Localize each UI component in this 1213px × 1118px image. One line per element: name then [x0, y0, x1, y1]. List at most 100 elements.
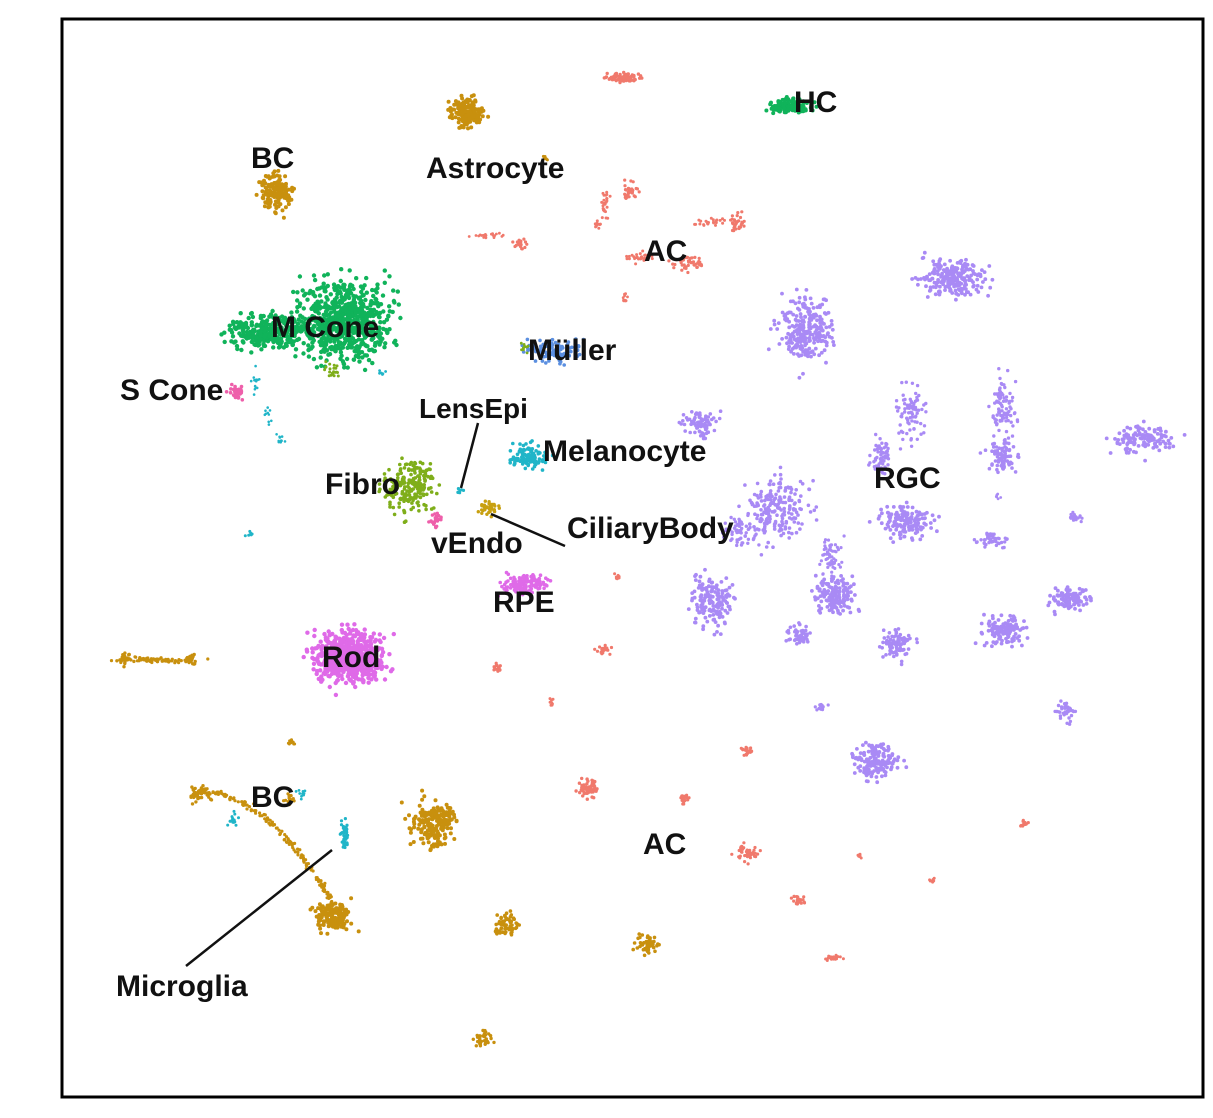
- cell-point: [755, 516, 759, 521]
- cell-point: [290, 185, 295, 190]
- cell-point: [335, 310, 341, 315]
- cluster-cyan-trail-2: [275, 433, 287, 444]
- cell-point: [461, 125, 466, 130]
- cell-point: [456, 100, 461, 105]
- cell-point: [888, 536, 893, 541]
- cell-point: [997, 410, 1001, 414]
- cell-point: [1007, 401, 1011, 405]
- cell-point: [924, 284, 928, 289]
- cell-point: [366, 357, 372, 363]
- cell-point: [275, 199, 279, 204]
- cell-point: [381, 326, 386, 332]
- cell-point: [280, 435, 284, 438]
- cell-point: [880, 441, 884, 445]
- cell-point: [803, 295, 807, 300]
- cell-point: [898, 532, 903, 537]
- cell-point: [240, 398, 245, 402]
- cell-point: [167, 659, 172, 663]
- cell-point: [697, 579, 702, 584]
- cluster-points: [109, 70, 1187, 1048]
- cell-point: [366, 680, 371, 685]
- cell-point: [829, 319, 834, 323]
- cell-point: [776, 489, 781, 493]
- cell-point: [350, 303, 355, 309]
- cell-point: [407, 486, 411, 490]
- cell-point: [792, 329, 797, 334]
- cell-point: [922, 424, 927, 428]
- cell-point: [799, 353, 804, 358]
- cell-point: [387, 274, 392, 279]
- cell-point: [629, 179, 633, 183]
- cell-point: [537, 457, 542, 461]
- cell-point: [628, 190, 633, 194]
- cell-point: [310, 313, 315, 319]
- cell-point: [1157, 448, 1162, 453]
- cell-point: [277, 191, 281, 196]
- cell-point: [826, 331, 830, 336]
- cell-point: [109, 659, 114, 663]
- cell-point: [954, 291, 958, 296]
- cell-point: [317, 306, 322, 311]
- cell-point: [310, 344, 315, 349]
- cell-point: [534, 449, 538, 453]
- cell-point: [682, 422, 687, 427]
- cell-point: [903, 410, 907, 414]
- cell-point: [263, 326, 268, 331]
- cell-point: [901, 393, 905, 397]
- cell-point: [351, 357, 357, 362]
- cell-point: [320, 318, 325, 324]
- cell-point: [688, 256, 692, 260]
- cell-point: [733, 524, 738, 528]
- cell-point: [922, 521, 927, 526]
- cell-point: [783, 317, 787, 322]
- cell-point: [403, 462, 408, 467]
- cell-point: [345, 324, 350, 329]
- cell-point: [930, 276, 934, 281]
- cell-point: [303, 291, 308, 296]
- cell-point: [548, 579, 553, 583]
- cell-point: [1006, 368, 1010, 373]
- cell-point: [450, 112, 454, 117]
- cell-point: [311, 661, 317, 666]
- cell-point: [283, 440, 287, 443]
- cell-point: [938, 290, 942, 295]
- cell-point: [718, 409, 723, 414]
- cell-point: [766, 347, 771, 352]
- cell-point: [348, 334, 354, 339]
- cell-point: [1003, 385, 1007, 390]
- cluster-rgc-13: [810, 573, 862, 616]
- cell-point: [1115, 441, 1120, 446]
- cell-point: [286, 187, 291, 192]
- cell-point: [780, 291, 784, 296]
- cell-point: [693, 430, 697, 435]
- cell-point: [672, 266, 676, 270]
- cell-point: [692, 417, 697, 422]
- cell-point: [879, 447, 883, 451]
- cell-point: [278, 344, 283, 349]
- cell-point: [467, 117, 472, 121]
- cell-point: [456, 116, 461, 121]
- cell-point: [900, 380, 904, 385]
- cell-point: [784, 521, 789, 525]
- cell-point: [355, 324, 360, 329]
- cell-point: [695, 605, 700, 610]
- cell-point: [429, 507, 434, 511]
- cell-point: [529, 581, 534, 586]
- cell-point: [1168, 441, 1172, 446]
- cell-point: [234, 326, 240, 331]
- cell-point: [485, 512, 489, 516]
- cell-point: [699, 598, 704, 603]
- cluster-lensepi: [456, 487, 466, 495]
- cell-point: [932, 267, 937, 271]
- cell-point: [729, 218, 732, 222]
- cell-point: [975, 283, 980, 288]
- cell-point: [686, 263, 690, 267]
- cell-point: [885, 504, 890, 509]
- cell-point: [127, 653, 131, 657]
- cell-point: [740, 210, 744, 214]
- cell-point: [260, 195, 265, 200]
- cell-point: [347, 268, 352, 273]
- cell-point: [811, 478, 815, 483]
- cell-point: [262, 204, 267, 209]
- cell-point: [466, 112, 471, 117]
